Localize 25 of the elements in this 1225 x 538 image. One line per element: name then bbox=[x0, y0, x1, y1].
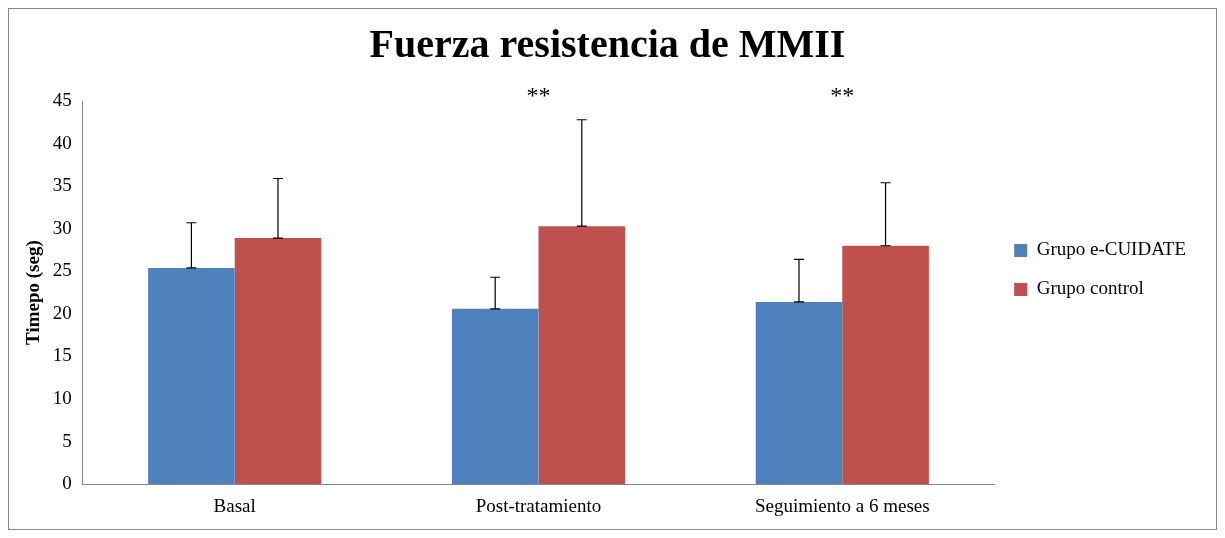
y-tick-label: 25 bbox=[52, 259, 72, 281]
y-tick-label: 45 bbox=[52, 88, 72, 110]
y-tick-label: 20 bbox=[52, 301, 72, 323]
y-tick-label: 5 bbox=[62, 429, 72, 451]
y-tick-label: 35 bbox=[52, 174, 72, 196]
legend-label: Grupo control bbox=[1036, 277, 1144, 299]
y-tick-label: 40 bbox=[52, 131, 72, 153]
annotation: ** bbox=[830, 82, 855, 109]
x-tick-label: Seguimiento a 6 meses bbox=[754, 494, 930, 516]
legend-label: Grupo e-CUIDATE bbox=[1036, 238, 1186, 260]
annotation: ** bbox=[526, 82, 551, 109]
bar bbox=[755, 301, 843, 485]
bar bbox=[842, 245, 929, 485]
x-tick-label: Post-tratamiento bbox=[475, 494, 602, 516]
bar bbox=[148, 267, 235, 485]
chart-title: Fuerza resistencia de MMII bbox=[369, 21, 846, 67]
y-tick-label: 0 bbox=[62, 472, 72, 494]
bar bbox=[538, 226, 626, 485]
y-axis-title: Timepo (seg) bbox=[22, 240, 45, 345]
bar bbox=[234, 238, 322, 485]
bar bbox=[451, 308, 539, 485]
y-tick-label: 10 bbox=[52, 387, 72, 409]
y-tick-label: 15 bbox=[52, 344, 72, 366]
x-tick-label: Basal bbox=[213, 494, 256, 516]
y-tick-label: 30 bbox=[52, 216, 72, 238]
